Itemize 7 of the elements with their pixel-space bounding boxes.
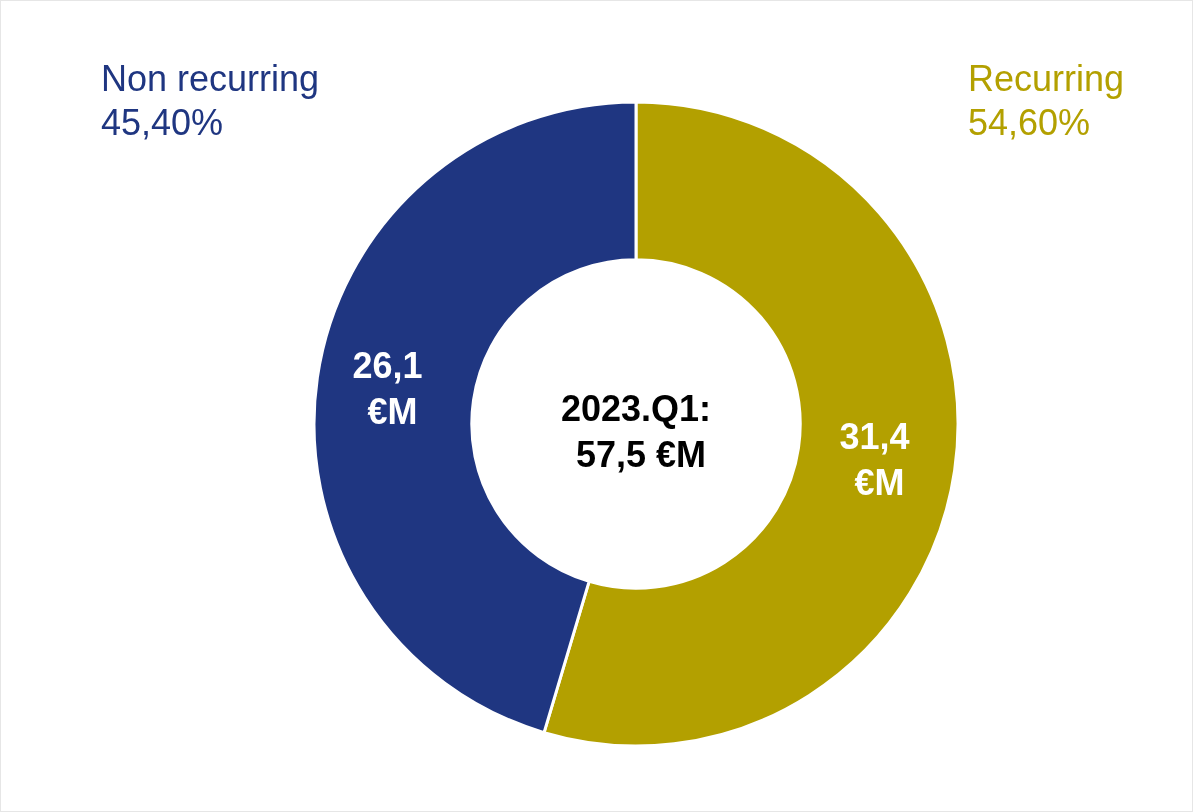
slice-label: Non recurring bbox=[101, 57, 320, 99]
text: 2023.Q1: 57,5 €M bbox=[560, 387, 722, 475]
data-label: 31,4 €M bbox=[839, 416, 920, 504]
text: 54,60% bbox=[967, 101, 1091, 143]
data-label: 26,1 €M bbox=[352, 344, 433, 432]
text: 45,40% bbox=[101, 101, 224, 143]
slice-label: Recurring bbox=[967, 57, 1124, 99]
